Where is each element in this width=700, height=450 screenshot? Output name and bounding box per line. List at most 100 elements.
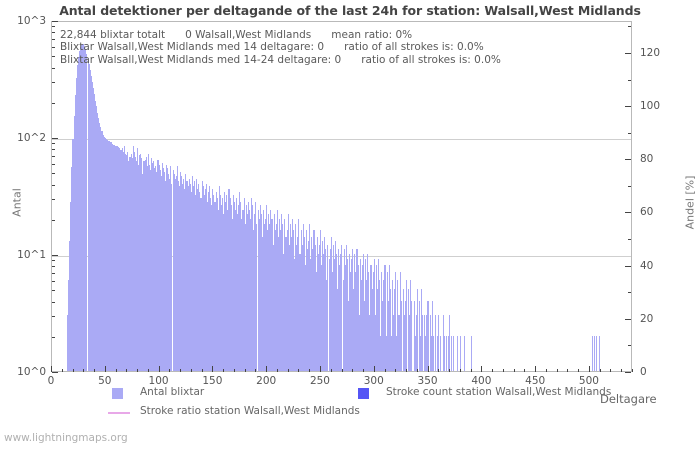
histogram-bar xyxy=(116,146,118,371)
histogram-bar xyxy=(251,198,253,371)
histogram-bar xyxy=(210,198,212,371)
histogram-bar xyxy=(265,218,267,371)
histogram-bar xyxy=(287,213,289,371)
histogram-bar xyxy=(211,205,213,371)
histogram-bar xyxy=(72,139,74,371)
histogram-bar xyxy=(333,259,335,371)
histogram-bar xyxy=(316,236,318,371)
histogram-bar xyxy=(370,265,372,371)
histogram-bar xyxy=(148,164,150,371)
histogram-bar xyxy=(208,191,210,371)
histogram-bar xyxy=(331,272,333,371)
histogram-bar xyxy=(365,259,367,371)
x-axis-title: Deltagare xyxy=(600,392,657,406)
x-tick-minor xyxy=(632,369,633,372)
x-tick-minor xyxy=(244,369,246,372)
y-tick-minor xyxy=(52,173,55,175)
x-tick-minor xyxy=(610,369,612,372)
histogram-bar xyxy=(246,213,248,371)
histogram-bar xyxy=(214,201,216,371)
histogram-bar xyxy=(413,300,415,371)
histogram-bar xyxy=(138,164,140,371)
x-tick-minor xyxy=(449,369,451,372)
x-tick-major xyxy=(535,366,537,372)
histogram-bar xyxy=(100,127,102,371)
histogram-bar xyxy=(131,158,133,371)
histogram-bar xyxy=(410,279,412,371)
histogram-bar xyxy=(347,300,349,371)
histogram-bar xyxy=(268,213,270,371)
x-tick-minor xyxy=(276,369,278,372)
histogram-bar xyxy=(261,236,263,371)
x-tick-minor xyxy=(147,369,149,372)
x-tick-label: 100 xyxy=(148,375,169,387)
histogram-bar xyxy=(87,58,89,371)
histogram-bar xyxy=(161,162,163,371)
histogram-bar xyxy=(73,115,75,371)
histogram-bar xyxy=(312,249,314,371)
histogram-bar xyxy=(195,194,197,371)
x-tick-minor xyxy=(524,369,526,372)
histogram-bar xyxy=(289,224,291,371)
y2-tick-minor xyxy=(628,345,631,347)
y-tick-minor xyxy=(52,156,55,158)
histogram-bar xyxy=(249,218,252,371)
histogram-bar xyxy=(168,174,170,371)
histogram-bar xyxy=(369,315,371,371)
histogram-bar xyxy=(416,289,418,371)
histogram-bar xyxy=(435,315,437,371)
histogram-bar xyxy=(223,213,225,371)
y2-tick-minor xyxy=(628,185,631,187)
histogram-bar xyxy=(596,335,598,371)
histogram-bar xyxy=(372,272,374,371)
histogram-bar xyxy=(248,209,250,371)
histogram-bar xyxy=(170,166,172,371)
histogram-bar xyxy=(114,145,116,371)
x-tick-minor xyxy=(352,369,354,372)
histogram-bar xyxy=(257,209,259,371)
y-tick-minor xyxy=(52,336,55,338)
histogram-bar xyxy=(188,178,190,371)
y-tick-minor xyxy=(52,199,55,201)
y-tick-label-right: 80 xyxy=(640,153,654,166)
y-axis-left-title: Antal xyxy=(10,188,24,217)
histogram-bar xyxy=(402,289,404,371)
histogram-bar xyxy=(346,259,348,371)
y-tick-label-right: 60 xyxy=(640,206,654,219)
y-tick-minor xyxy=(52,163,55,165)
x-tick-major xyxy=(158,366,160,372)
x-tick-minor xyxy=(502,369,504,372)
histogram-bar xyxy=(344,265,346,371)
histogram-bar xyxy=(355,272,357,371)
histogram-bar xyxy=(432,335,434,371)
histogram-bar xyxy=(304,265,306,371)
histogram-bar xyxy=(404,300,406,371)
histogram-bar xyxy=(427,300,429,371)
y2-tick-minor xyxy=(628,26,631,28)
histogram-bar xyxy=(470,335,472,371)
histogram-bar xyxy=(178,186,181,371)
histogram-bar xyxy=(202,186,204,371)
x-tick-minor xyxy=(438,369,440,372)
x-tick-minor xyxy=(406,369,408,372)
histogram-bar xyxy=(109,141,111,371)
histogram-bar xyxy=(310,259,312,371)
histogram-bar xyxy=(75,77,77,371)
histogram-bar xyxy=(384,265,386,371)
x-tick-minor xyxy=(384,369,386,372)
y-tick-label-left: 10^0 xyxy=(17,366,46,378)
histogram-bar xyxy=(139,155,141,371)
histogram-bar xyxy=(130,153,132,371)
histogram-bar xyxy=(125,154,127,371)
y-tick-minor xyxy=(52,219,55,221)
histogram-bar xyxy=(359,259,361,371)
histogram-bar xyxy=(317,254,319,371)
y-tick-minor xyxy=(52,260,55,262)
histogram-bar xyxy=(175,176,177,371)
histogram-bar xyxy=(156,172,158,371)
histogram-bar xyxy=(240,201,242,371)
y-tick-label-right: 0 xyxy=(640,366,647,378)
annotation-line-1: 22,844 blixtar totalt 0 Walsall,West Mid… xyxy=(60,29,413,41)
histogram-bar xyxy=(213,194,215,371)
y-tick-minor xyxy=(52,290,55,292)
